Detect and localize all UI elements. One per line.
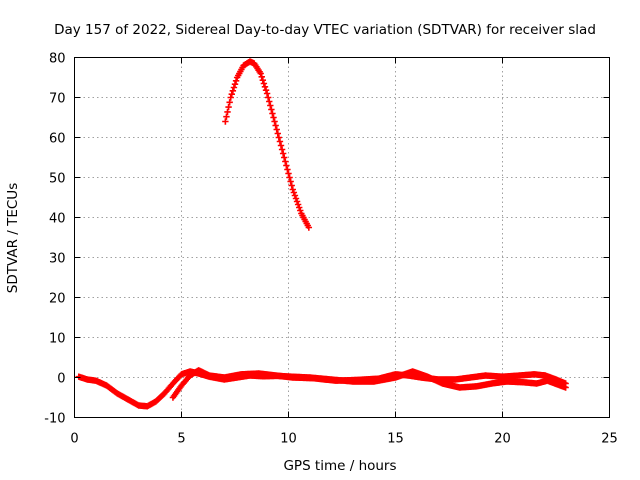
data-point [271,118,278,125]
y-tick-label: 0 [57,372,65,387]
data-point [230,84,238,91]
data-point [292,195,300,202]
data-point [562,380,569,387]
grid-lines [74,57,610,418]
data-point [294,201,302,208]
x-tick-label: 0 [70,432,78,447]
data-point [273,126,280,133]
data-point [232,77,240,85]
data-point [258,73,265,81]
data-point [263,90,271,97]
data-point [259,76,267,84]
data-point [266,98,273,105]
data-point [293,198,301,205]
data-point [231,80,239,88]
chart-title: Day 157 of 2022, Sidereal Day-to-day VTE… [54,22,596,38]
y-tick-label: 20 [49,292,66,307]
data-point [264,94,272,101]
data-point [278,146,286,153]
data-point [269,110,276,117]
data-point [226,99,233,106]
data-point [282,158,289,165]
data-points [75,58,569,410]
data-point [291,192,299,199]
data-point [284,166,291,173]
data-point [296,204,303,211]
x-tick-label: 20 [494,432,511,447]
data-point [275,134,283,141]
data-point [270,114,277,121]
x-tick-label: 5 [177,432,185,447]
data-point [290,189,298,196]
y-axis-label: SDTVAR / TECUs [5,183,21,293]
data-point [276,138,284,145]
x-tick-label: 10 [280,432,297,447]
axis-ticks: 0 5 10 15 20 25 -10 0 10 20 30 40 50 60 70 80 [44,52,618,447]
data-point [262,86,270,94]
data-point [277,142,285,149]
data-point [268,106,275,113]
data-point [261,83,269,91]
y-tick-label: 10 [49,332,66,347]
data-point [274,130,281,137]
data-point [229,87,237,95]
data-point [224,108,231,116]
data-point [297,207,304,214]
y-tick-label: -10 [44,412,65,427]
data-point [267,102,274,109]
y-tick-label: 70 [49,92,66,107]
data-point [260,80,268,87]
data-point [287,178,294,185]
y-tick-label: 40 [49,212,66,227]
data-point [279,150,287,157]
x-tick-label: 25 [601,432,618,447]
plot-frame [74,57,610,418]
data-point [283,162,290,169]
series-high-arc [222,58,313,231]
data-point [286,174,293,181]
data-point [257,70,264,77]
data-point [272,122,279,129]
x-axis-label: GPS time / hours [283,458,396,474]
data-point [281,154,288,161]
data-point [227,94,234,101]
data-point [225,103,232,111]
data-point [289,186,296,193]
data-point [228,90,235,98]
y-tick-label: 50 [49,172,66,187]
data-point [305,224,313,231]
y-tick-label: 80 [49,52,66,67]
y-tick-label: 60 [49,132,66,147]
data-point [288,182,295,189]
data-point [223,113,230,120]
data-point [285,170,292,177]
x-tick-label: 15 [387,432,404,447]
y-tick-label: 30 [49,252,66,267]
series-baseline-b [169,367,569,401]
data-point [222,118,229,125]
